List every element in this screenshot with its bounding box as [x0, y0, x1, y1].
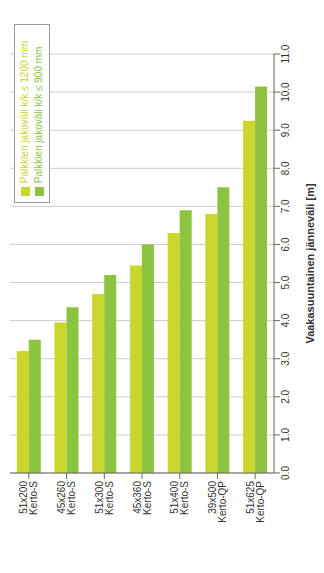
svg-text:45x260Kerto-S: 45x260Kerto-S [56, 481, 77, 515]
svg-text:10.0: 10.0 [280, 82, 291, 102]
svg-text:51x625Kerto-QP: 51x625Kerto-QP [245, 481, 266, 523]
svg-text:1.0: 1.0 [280, 428, 291, 442]
html-text:Palkkien jakoväli k/k ≤ 900 mm: Palkkien jakoväli k/k ≤ 900 mm [33, 46, 44, 184]
svg-text:2.0: 2.0 [280, 389, 291, 403]
svg-text:45x360Kerto-S: 45x360Kerto-S [132, 481, 153, 515]
svg-text:51x400Kerto-S: 51x400Kerto-S [169, 481, 190, 515]
svg-text:51x300Kerto-S: 51x300Kerto-S [94, 481, 115, 515]
svg-text:39x500Kerto-QP: 39x500Kerto-QP [207, 481, 228, 523]
svg-text:0.0: 0.0 [280, 466, 291, 480]
svg-text:8.0: 8.0 [280, 161, 291, 175]
svg-text:Vaakasuuntainen jänneväli [m]: Vaakasuuntainen jänneväli [m] [304, 183, 316, 344]
svg-text:9.0: 9.0 [280, 123, 291, 137]
svg-text:5.0: 5.0 [280, 275, 291, 289]
svg-text:4.0: 4.0 [280, 313, 291, 327]
svg-text:7.0: 7.0 [280, 199, 291, 213]
svg-text:3.0: 3.0 [280, 351, 291, 365]
svg-text:51x200Kerto-S: 51x200Kerto-S [18, 481, 39, 515]
svg-text:11.0: 11.0 [280, 44, 291, 63]
html-text:Palkkien jakoväli k/k ≤ 1200 m: Palkkien jakoväli k/k ≤ 1200 mm [19, 41, 30, 184]
svg-text:6.0: 6.0 [280, 237, 291, 251]
